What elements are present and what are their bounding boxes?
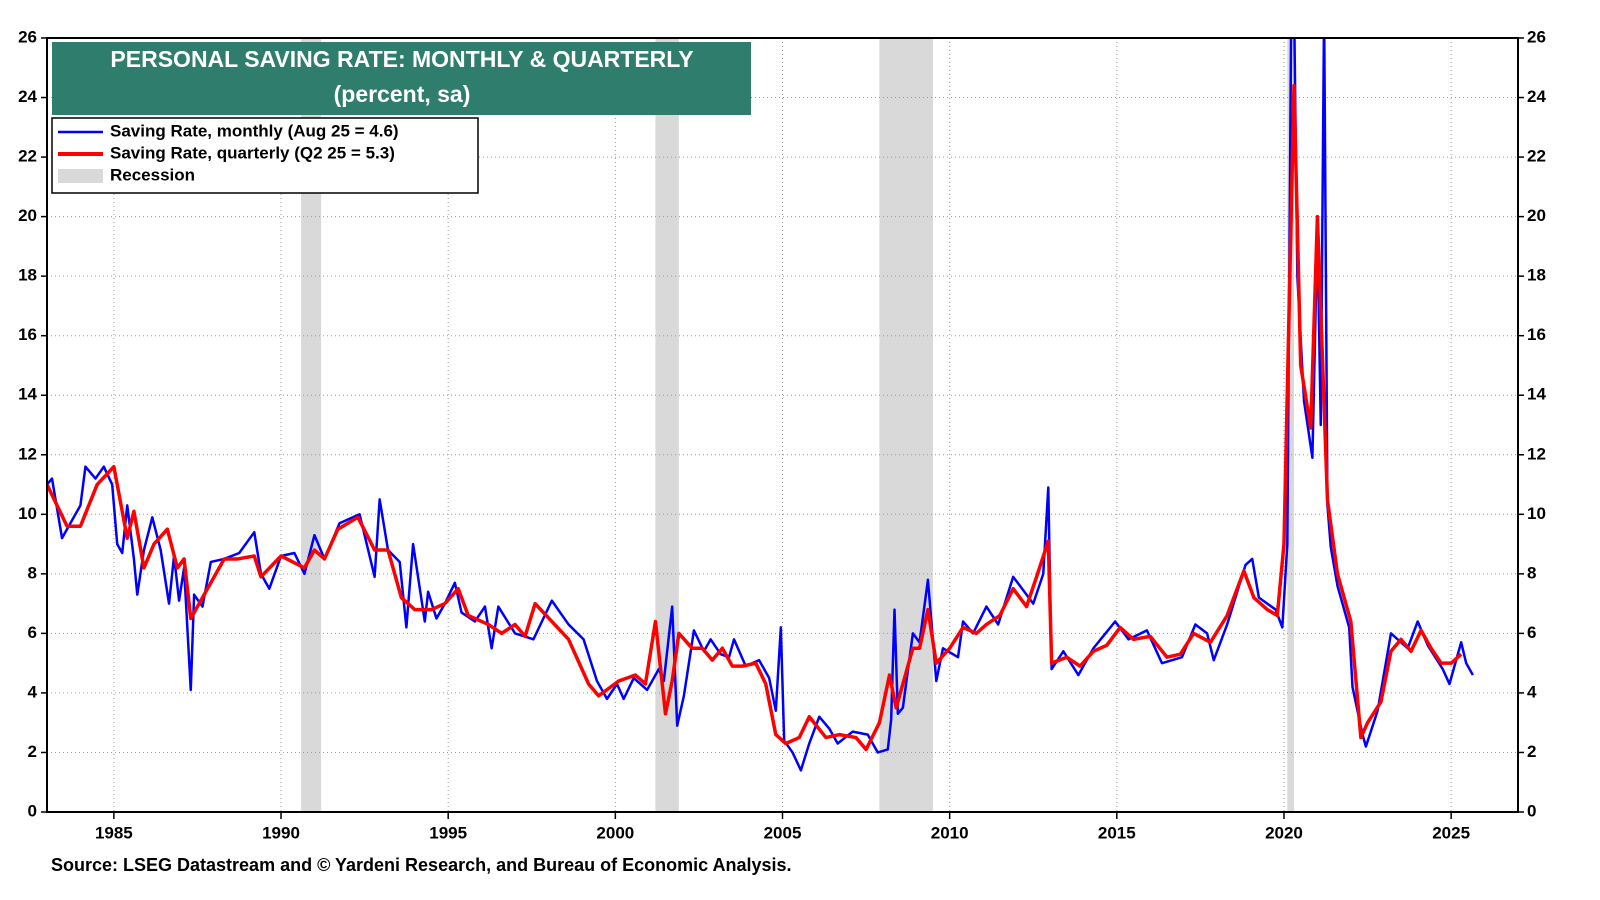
x-tick-label: 2025	[1432, 823, 1470, 842]
y-tick-label: 4	[28, 682, 38, 701]
y-tick-label: 16	[18, 325, 37, 344]
chart-subtitle: (percent, sa)	[334, 81, 471, 107]
legend-label: Saving Rate, quarterly (Q2 25 = 5.3)	[110, 143, 395, 162]
y-tick-label: 22	[18, 147, 37, 166]
y-tick-label: 18	[18, 266, 37, 285]
series-line	[48, 83, 1463, 752]
chart-title: PERSONAL SAVING RATE: MONTHLY & QUARTERL…	[110, 46, 693, 72]
x-tick-label: 2005	[764, 823, 802, 842]
x-tick-label: 2020	[1265, 823, 1303, 842]
y2-tick-label: 10	[1527, 504, 1546, 523]
y-tick-label: 0	[28, 801, 37, 820]
y-tick-label: 6	[28, 623, 37, 642]
y2-tick-label: 18	[1527, 266, 1546, 285]
x-tick-label: 1985	[95, 823, 133, 842]
x-tick-label: 2000	[596, 823, 634, 842]
y2-tick-label: 24	[1527, 87, 1546, 106]
y2-tick-label: 0	[1527, 801, 1536, 820]
series-line	[48, 39, 1474, 772]
lines	[48, 39, 1474, 772]
legend-label: Recession	[110, 165, 195, 184]
y2-tick-label: 22	[1527, 147, 1546, 166]
x-tick-label: 1990	[262, 823, 300, 842]
axes: 0246810121416182022242602468101214161820…	[18, 27, 1546, 842]
y2-tick-label: 8	[1527, 563, 1536, 582]
y2-tick-label: 6	[1527, 623, 1536, 642]
recession-band	[1287, 38, 1295, 812]
y-tick-label: 14	[18, 385, 37, 404]
legend-box	[51, 117, 479, 194]
y-tick-label: 10	[18, 504, 37, 523]
x-tick-label: 1995	[429, 823, 467, 842]
y2-tick-label: 14	[1527, 385, 1546, 404]
legend: Saving Rate, monthly (Aug 25 = 4.6) Savin…	[51, 117, 479, 194]
y-tick-label: 26	[18, 27, 37, 46]
y2-tick-label: 16	[1527, 325, 1546, 344]
y2-tick-label: 12	[1527, 444, 1546, 463]
y2-tick-label: 26	[1527, 27, 1546, 46]
y-tick-label: 20	[18, 206, 37, 225]
legend-label: Saving Rate, monthly (Aug 25 = 4.6)	[110, 121, 399, 140]
y2-tick-label: 2	[1527, 742, 1536, 761]
y-tick-label: 2	[28, 742, 37, 761]
y-tick-label: 8	[28, 563, 37, 582]
title-box	[52, 42, 751, 115]
y-tick-label: 12	[18, 444, 37, 463]
y2-tick-label: 4	[1527, 682, 1537, 701]
legend-swatch	[58, 169, 103, 183]
x-tick-label: 2015	[1098, 823, 1136, 842]
source-note: Source: LSEG Datastream and © Yardeni Re…	[51, 855, 792, 875]
recession-band	[301, 38, 322, 812]
recession-band	[879, 38, 933, 812]
y2-tick-label: 20	[1527, 206, 1546, 225]
y-tick-label: 24	[18, 87, 37, 106]
x-tick-label: 2010	[931, 823, 969, 842]
